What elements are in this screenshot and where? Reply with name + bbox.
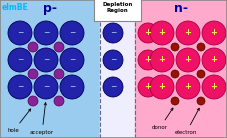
Text: −: − [69, 28, 75, 37]
Bar [100, 0, 135, 138]
Text: −: − [17, 28, 23, 37]
Text: −: − [43, 82, 49, 91]
Text: −: − [69, 55, 75, 64]
Circle shape [28, 42, 38, 52]
Text: donor: donor [152, 108, 173, 130]
Circle shape [138, 50, 158, 70]
Text: +: + [158, 28, 165, 37]
Text: −: − [17, 82, 23, 91]
Circle shape [8, 48, 32, 72]
Circle shape [138, 23, 158, 43]
Text: acceptor: acceptor [30, 103, 54, 135]
Circle shape [8, 75, 32, 99]
Text: +: + [185, 55, 192, 64]
Circle shape [54, 42, 64, 52]
Circle shape [8, 21, 32, 45]
Text: +: + [185, 28, 192, 37]
Text: −: − [43, 55, 49, 64]
Circle shape [103, 77, 123, 97]
Circle shape [202, 48, 226, 72]
Bar [135, 0, 227, 138]
Text: hole: hole [8, 109, 31, 133]
Text: electron: electron [175, 108, 199, 135]
Text: +: + [145, 55, 151, 64]
Circle shape [34, 48, 58, 72]
Text: −: − [110, 82, 116, 91]
Circle shape [150, 48, 174, 72]
Text: elmBE: elmBE [2, 3, 29, 12]
Circle shape [171, 70, 179, 78]
Circle shape [138, 77, 158, 97]
Circle shape [150, 75, 174, 99]
Circle shape [197, 70, 205, 78]
Circle shape [202, 21, 226, 45]
Text: Depletion
Region: Depletion Region [102, 2, 133, 13]
Circle shape [197, 43, 205, 51]
Text: +: + [210, 55, 217, 64]
Circle shape [60, 21, 84, 45]
Text: −: − [110, 28, 116, 37]
Circle shape [60, 75, 84, 99]
Text: −: − [43, 28, 49, 37]
Circle shape [176, 75, 200, 99]
Text: +: + [185, 82, 192, 91]
Circle shape [171, 43, 179, 51]
Text: +: + [210, 28, 217, 37]
Text: +: + [145, 28, 151, 37]
Circle shape [197, 97, 205, 105]
Circle shape [103, 23, 123, 43]
Circle shape [176, 48, 200, 72]
Circle shape [202, 75, 226, 99]
Circle shape [34, 75, 58, 99]
Circle shape [150, 21, 174, 45]
Text: +: + [145, 82, 151, 91]
Circle shape [28, 69, 38, 79]
Text: n-: n- [174, 2, 188, 15]
Circle shape [176, 21, 200, 45]
Bar [0, 0, 100, 138]
Circle shape [171, 97, 179, 105]
Circle shape [28, 96, 38, 106]
Text: −: − [110, 55, 116, 64]
Text: +: + [158, 82, 165, 91]
Text: +: + [210, 82, 217, 91]
Text: −: − [69, 82, 75, 91]
Text: +: + [158, 55, 165, 64]
Circle shape [60, 48, 84, 72]
Circle shape [54, 96, 64, 106]
Circle shape [34, 21, 58, 45]
Circle shape [103, 50, 123, 70]
Text: −: − [17, 55, 23, 64]
Text: p-: p- [43, 2, 57, 15]
Circle shape [54, 69, 64, 79]
